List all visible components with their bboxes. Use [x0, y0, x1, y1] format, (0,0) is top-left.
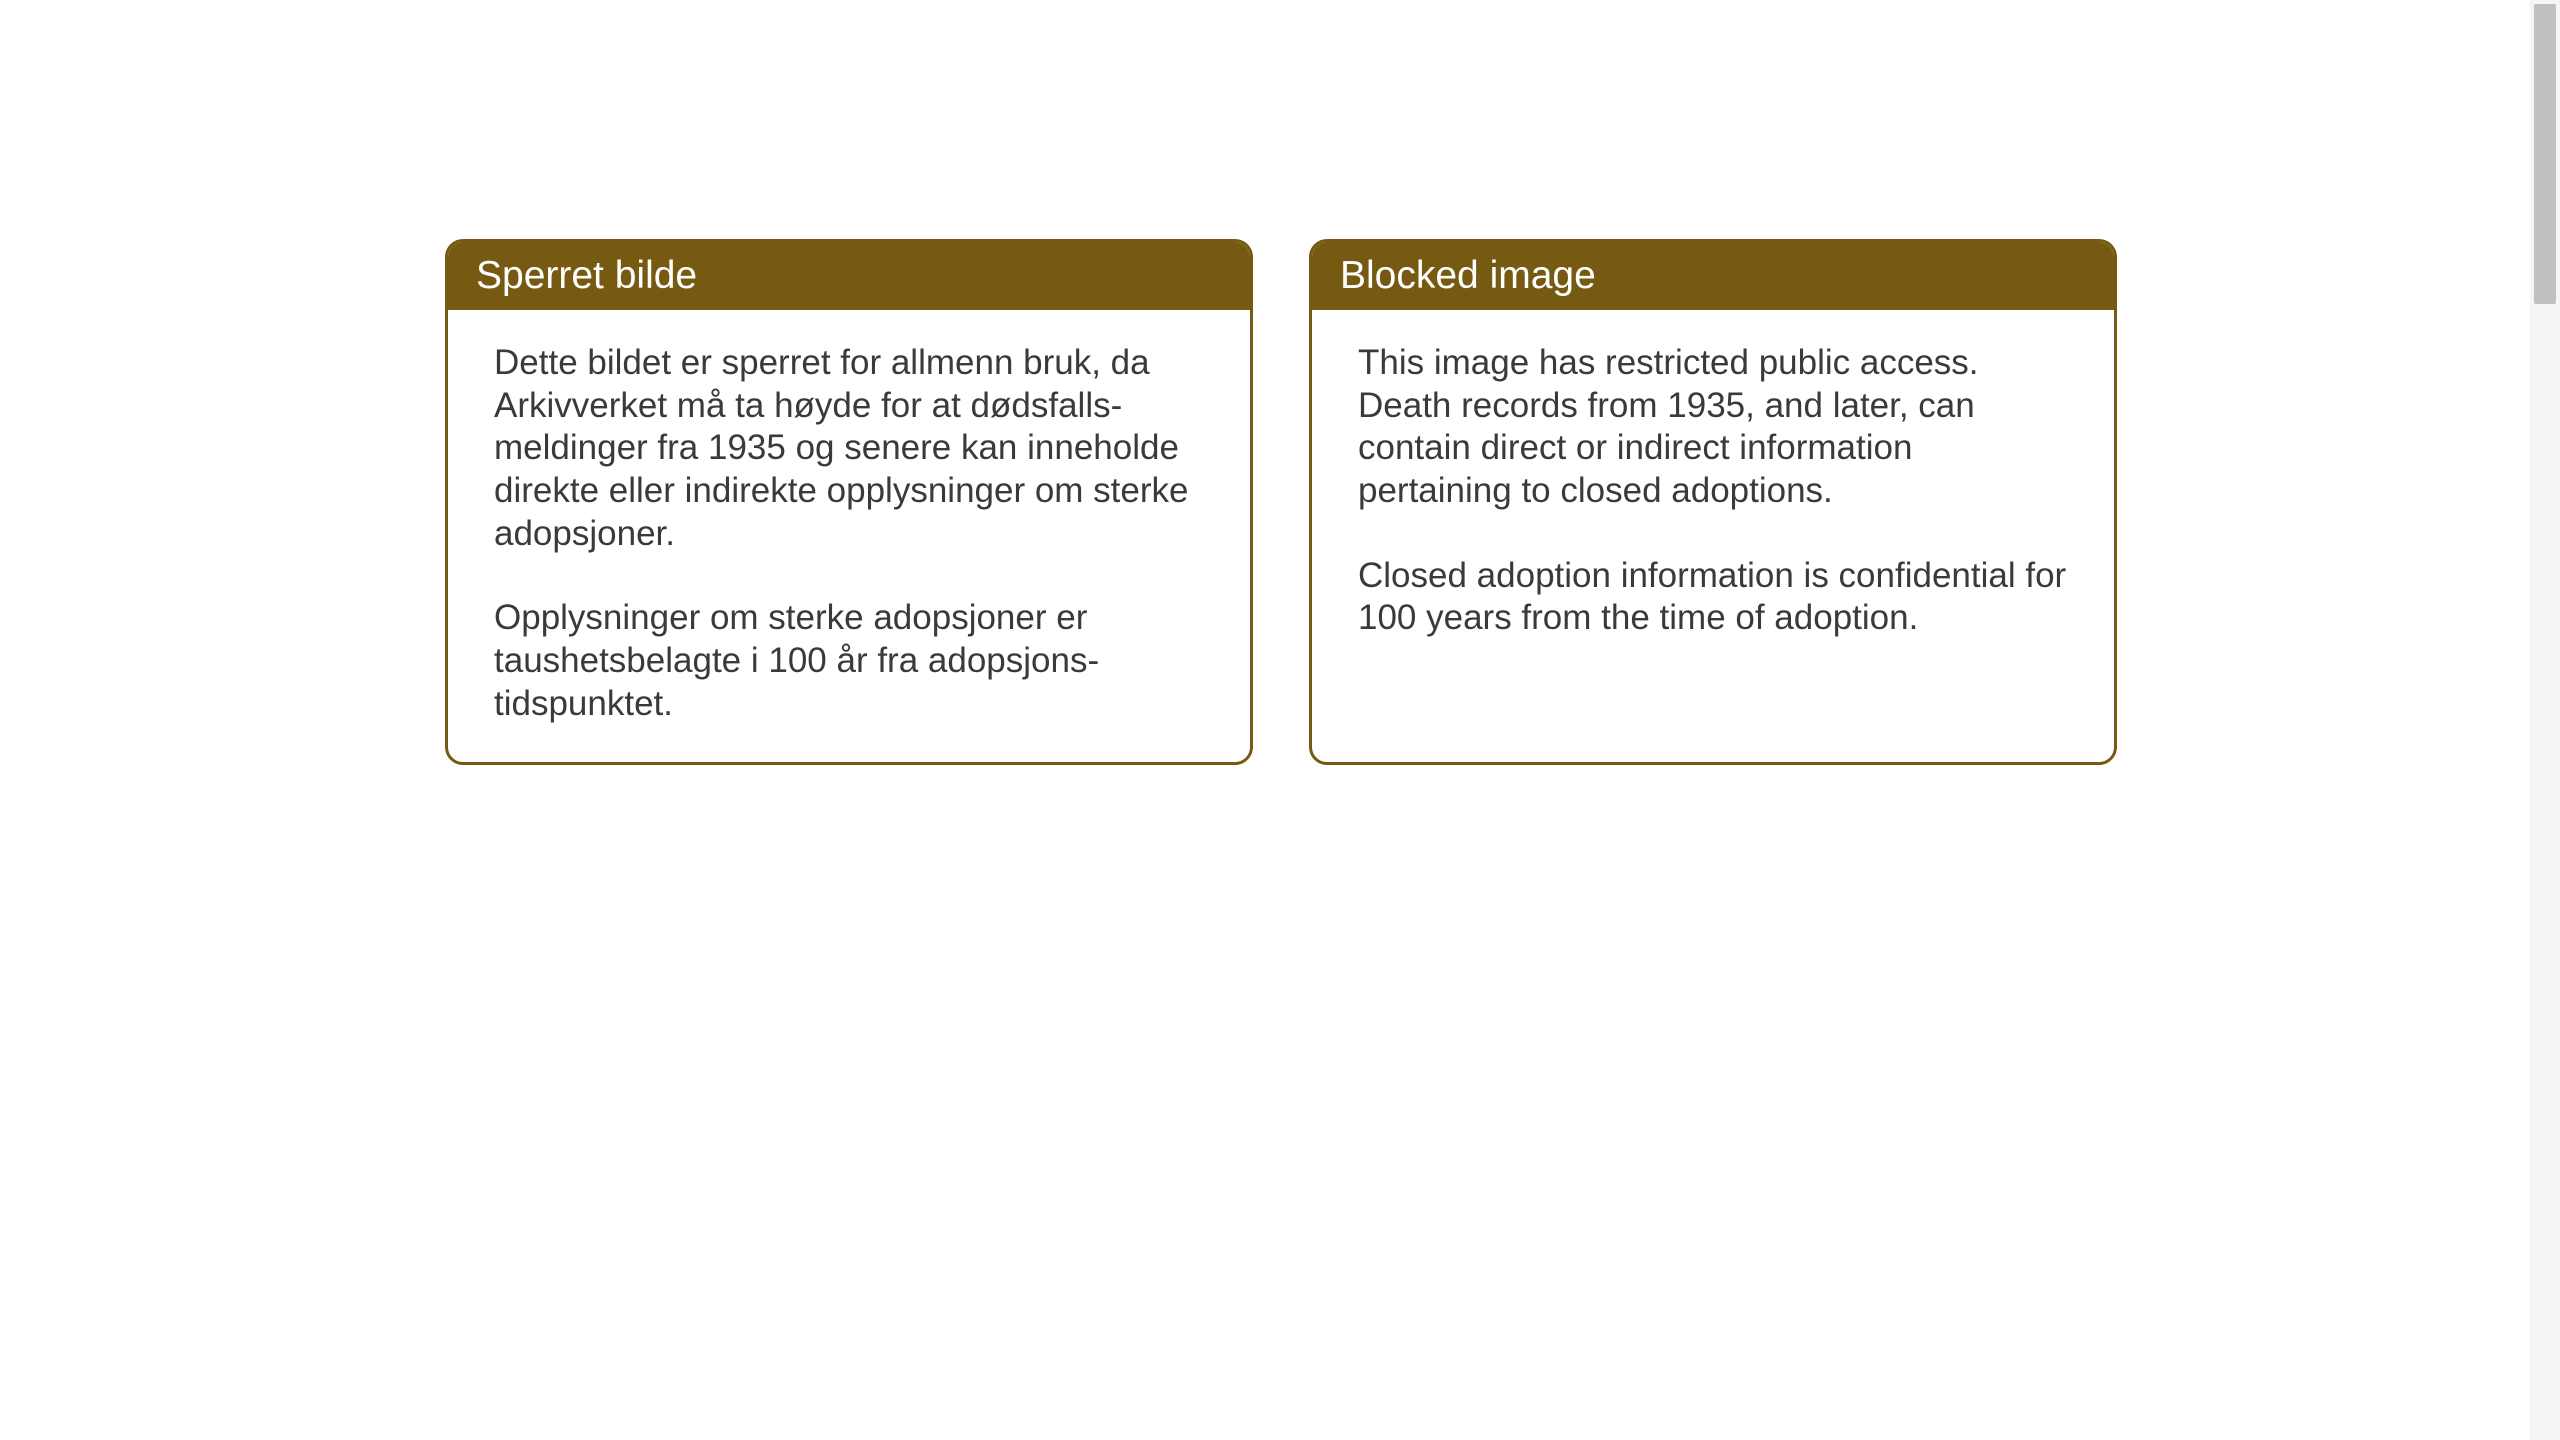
notice-title-english: Blocked image [1340, 254, 1596, 297]
notice-title-norwegian: Sperret bilde [476, 254, 697, 297]
notice-paragraph-1-english: This image has restricted public access.… [1358, 342, 2068, 513]
notice-container: Sperret bilde Dette bildet er sperret fo… [445, 239, 2117, 765]
notice-header-english: Blocked image [1312, 242, 2114, 310]
notice-card-norwegian: Sperret bilde Dette bildet er sperret fo… [445, 239, 1253, 765]
scrollbar-track[interactable] [2530, 0, 2560, 1440]
notice-paragraph-2-english: Closed adoption information is confident… [1358, 555, 2068, 640]
notice-paragraph-2-norwegian: Opplysninger om sterke adopsjoner er tau… [494, 597, 1204, 725]
notice-body-norwegian: Dette bildet er sperret for allmenn bruk… [448, 310, 1250, 762]
scrollbar-thumb[interactable] [2534, 4, 2556, 304]
notice-paragraph-1-norwegian: Dette bildet er sperret for allmenn bruk… [494, 342, 1204, 555]
notice-card-english: Blocked image This image has restricted … [1309, 239, 2117, 765]
notice-body-english: This image has restricted public access.… [1312, 310, 2114, 676]
notice-header-norwegian: Sperret bilde [448, 242, 1250, 310]
